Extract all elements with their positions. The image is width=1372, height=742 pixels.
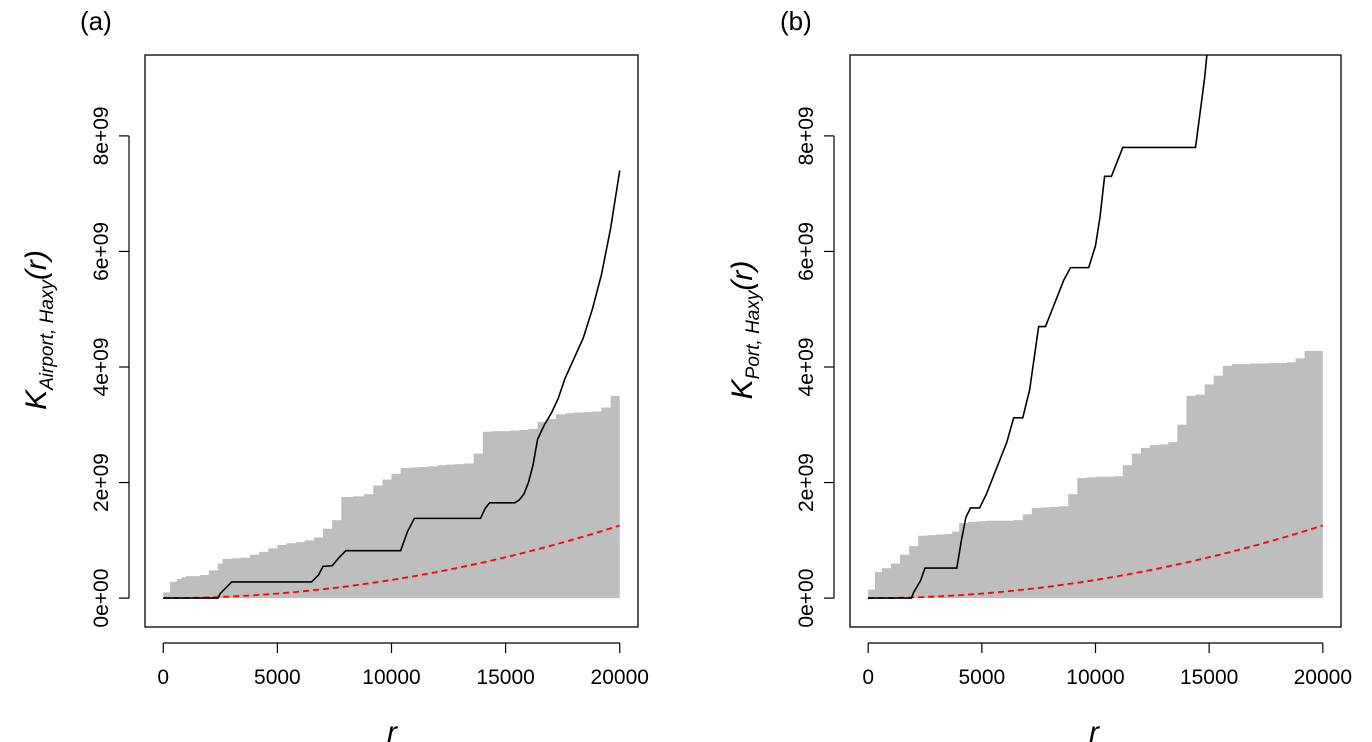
svg-text:KPort, Haxy(r): KPort, Haxy(r) [726,261,764,400]
envelope-layer [163,378,620,599]
y-tick-label: 6e+09 [90,222,113,281]
x-tick-label: 20000 [1294,666,1352,689]
panel-label: (a) [80,6,112,36]
y-tick-label: 8e+09 [90,106,113,165]
y-axis-label: KPort, Haxy(r) [726,261,764,400]
y-tick-label: 0e+00 [90,569,113,628]
theoretical-line [868,524,1324,600]
x-tick-label: 20000 [591,666,649,689]
y-tick-label: 2e+09 [795,453,818,512]
y-tick-label: 0e+00 [795,569,818,628]
theoretical-layer [163,524,621,600]
observed-line [868,55,1208,599]
y-axis: 0e+00 2e+09 4e+09 6e+09 8e+09 [90,106,130,628]
x-tick-label: 10000 [362,666,420,689]
observed-line [163,170,621,599]
plot-frame [144,54,639,628]
y-tick-label: 6e+09 [795,222,818,281]
svg-text:KAirport, Haxy(r): KAirport, Haxy(r) [20,250,58,410]
observed-layer [868,55,1208,599]
x-tick-label: 5000 [254,666,301,689]
envelope-layer [868,350,1323,599]
x-tick-label: 10000 [1066,666,1124,689]
plot-frame [849,54,1342,628]
y-axis-label-subscript: Airport, Haxy [37,279,58,391]
y-tick-label: 2e+09 [90,453,113,512]
x-tick-label: 15000 [476,666,534,689]
x-tick-label: 0 [157,666,169,689]
y-axis-label-main: K [20,388,53,410]
y-axis-label-main: K [726,377,759,399]
panel-a: (a) KAirport, Haxy(r) r 0 5000 10000 15000 2… [20,6,649,742]
x-axis-label: r [387,716,398,742]
simulation-envelope [163,378,620,599]
y-tick-label: 4e+09 [90,338,113,397]
y-axis: 0e+00 2e+09 4e+09 6e+09 8e+09 [795,106,835,628]
panel-label: (b) [780,6,812,36]
x-axis: 0 5000 10000 15000 20000 [157,642,649,689]
observed-layer [163,170,621,599]
x-axis-label: r [1089,716,1100,742]
panel-b: (b) KPort, Haxy(r) r 0 5000 10000 15000 2000… [726,6,1352,742]
theoretical-line [163,524,621,600]
x-tick-label: 5000 [958,666,1005,689]
y-axis-label: KAirport, Haxy(r) [20,250,58,410]
x-axis: 0 5000 10000 15000 20000 [862,642,1352,689]
x-tick-label: 0 [862,666,874,689]
y-tick-label: 4e+09 [795,338,818,397]
y-axis-label-tail: (r) [726,261,759,291]
x-tick-label: 15000 [1180,666,1238,689]
y-axis-label-tail: (r) [20,250,53,280]
simulation-envelope [868,350,1323,599]
theoretical-layer [868,524,1324,600]
y-axis-label-subscript: Port, Haxy [743,289,764,379]
y-tick-label: 8e+09 [795,106,818,165]
